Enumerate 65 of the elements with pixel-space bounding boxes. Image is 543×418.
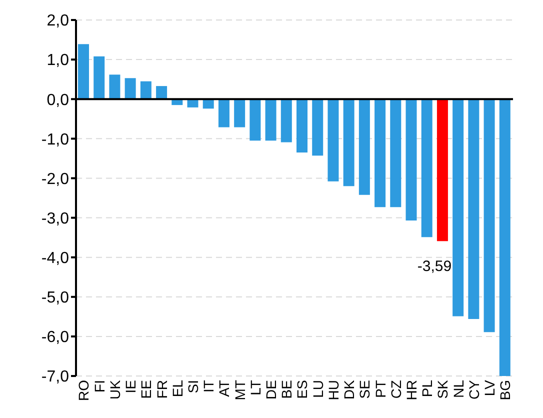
bar xyxy=(421,99,432,238)
bar xyxy=(343,99,354,186)
x-tick-label: PL xyxy=(419,380,436,398)
x-tick-label: BG xyxy=(497,380,514,400)
x-tick-label: FI xyxy=(91,380,108,392)
bar xyxy=(78,44,89,100)
x-tick-label: IT xyxy=(200,380,217,392)
bar xyxy=(406,99,417,221)
x-tick-label: SI xyxy=(184,380,201,394)
y-tick-label: -3,0 xyxy=(41,210,70,228)
bar xyxy=(358,99,370,195)
x-tick-label: UK xyxy=(106,379,123,400)
x-tick-label: BE xyxy=(278,380,295,399)
x-tick-label: NL xyxy=(450,380,466,398)
x-tick-label: AT xyxy=(216,380,232,397)
x-tick-label: EL xyxy=(169,380,186,398)
bar xyxy=(250,99,261,141)
bar xyxy=(436,99,448,242)
x-tick-label: SK xyxy=(434,379,451,399)
bar xyxy=(187,99,198,108)
data-label: -3,59 xyxy=(417,258,452,276)
bar xyxy=(140,81,152,100)
x-tick-label: DE xyxy=(263,380,280,400)
x-tick-label: LT xyxy=(247,380,264,396)
bar xyxy=(124,78,136,100)
bar xyxy=(484,99,495,332)
y-tick-label: -1,0 xyxy=(41,131,70,148)
bar xyxy=(499,99,510,376)
y-tick-label: 1,0 xyxy=(46,52,70,70)
x-tick-label: HR xyxy=(403,380,420,400)
y-tick-label: -6,0 xyxy=(41,329,70,346)
bar xyxy=(280,99,292,142)
x-tick-label: EE xyxy=(138,380,154,399)
bar xyxy=(452,99,464,316)
bar xyxy=(312,99,324,156)
bar xyxy=(218,99,230,128)
x-tick-label: CY xyxy=(466,379,482,400)
x-tick-label: FR xyxy=(154,380,170,399)
bar xyxy=(265,99,276,141)
bar xyxy=(328,99,339,182)
bar xyxy=(156,86,168,100)
bar xyxy=(234,99,246,128)
x-tick-label: DK xyxy=(341,379,358,400)
x-tick-label: RO xyxy=(76,380,92,401)
x-tick-label: IE xyxy=(122,380,139,394)
y-tick-label: -5,0 xyxy=(41,290,70,307)
y-tick-label: 0,0 xyxy=(46,92,70,109)
y-tick-label: -2,0 xyxy=(41,170,70,188)
bar xyxy=(109,74,120,100)
y-tick-label: 2,0 xyxy=(46,12,70,30)
x-tick-label: LU xyxy=(310,380,326,398)
y-tick-label: -4,0 xyxy=(41,250,70,268)
bar xyxy=(374,99,386,208)
x-tick-label: HU xyxy=(325,380,342,400)
x-tick-label: CZ xyxy=(388,380,404,399)
x-tick-label: LV xyxy=(482,379,498,396)
x-tick-label: SE xyxy=(356,380,373,399)
y-tick-label: -7,0 xyxy=(41,368,70,386)
bar xyxy=(296,99,308,153)
bar xyxy=(94,56,105,100)
x-tick-label: MT xyxy=(232,380,248,400)
x-tick-label: PT xyxy=(372,380,388,398)
bar xyxy=(390,99,402,208)
bar xyxy=(468,99,480,320)
x-tick-label: ES xyxy=(294,380,310,399)
